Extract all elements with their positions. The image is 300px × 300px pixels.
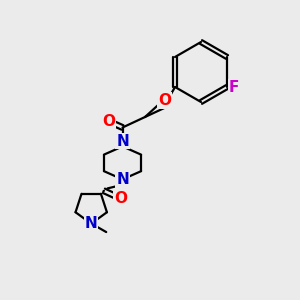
Text: N: N [116,172,129,187]
Text: O: O [158,93,171,108]
Text: F: F [228,80,239,94]
Text: O: O [103,114,116,129]
Text: O: O [114,191,127,206]
Text: N: N [116,134,129,148]
Text: N: N [85,216,98,231]
